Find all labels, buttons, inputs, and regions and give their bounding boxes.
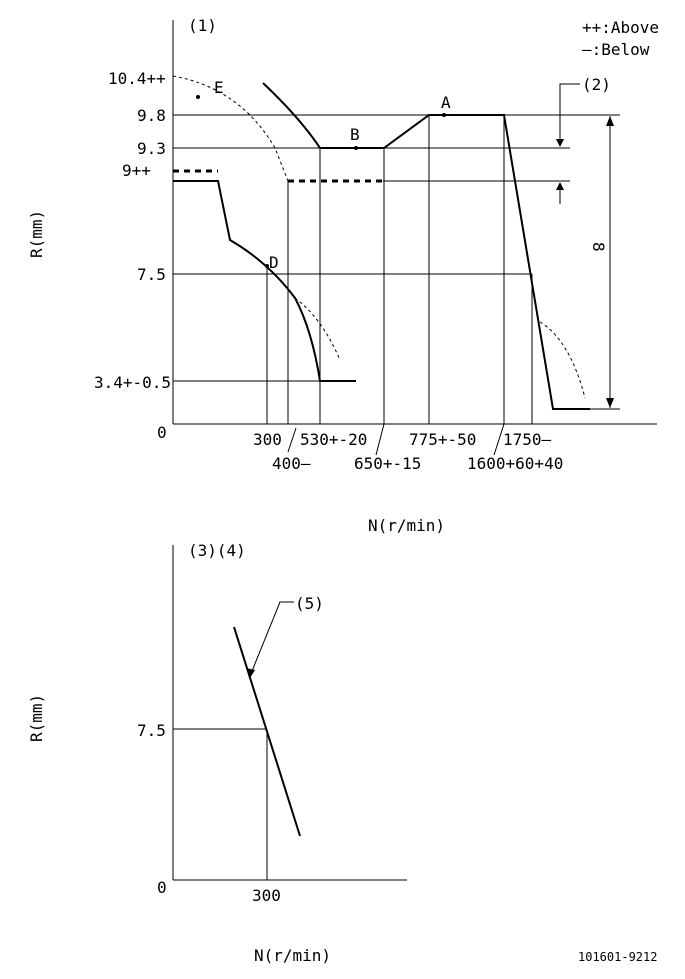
point-a-marker — [442, 113, 446, 117]
x-axis-label: N(r/min) — [368, 516, 445, 535]
y-axis-label: R(mm) — [27, 210, 46, 258]
note-2-leader — [559, 83, 580, 146]
point-d-marker — [265, 264, 269, 268]
note-5-arrow — [246, 668, 255, 678]
curve-5-line — [233, 626, 301, 837]
point-e-marker — [196, 95, 200, 99]
y-tick-10-4: 10.4++ — [108, 69, 166, 88]
origin-label: 0 — [157, 423, 167, 442]
note-5-leader — [249, 601, 294, 677]
curve-main-line — [262, 82, 590, 410]
curve-d-dotted — [294, 297, 341, 361]
y-axis-label-2: R(mm) — [27, 694, 46, 742]
dimension-label: 8 — [589, 242, 608, 252]
dimension-arrow-bottom — [606, 398, 614, 408]
x-tick-300-2: 300 — [252, 886, 281, 905]
bottom-chart: (3)(4) R(mm) N(r/min) 0 7.5 300 (5) — [27, 541, 407, 965]
legend-above: ++:Above — [582, 18, 659, 37]
curve-d-line — [173, 180, 356, 382]
x-axis-label-2: N(r/min) — [254, 946, 331, 965]
curve-right-dotted — [539, 321, 586, 399]
x-tick-775: 775+-50 — [409, 430, 476, 449]
y-tick-9-3: 9.3 — [137, 139, 166, 158]
y-tick-9-8: 9.8 — [137, 106, 166, 125]
x-tick-400: 400— — [272, 454, 311, 473]
x-tick-1600: 1600+60+40 — [467, 454, 563, 473]
y-tick-7-5: 7.5 — [137, 265, 166, 284]
legend-below: —:Below — [582, 40, 650, 59]
y-tick-7-5-2: 7.5 — [137, 721, 166, 740]
note-2-arrow-down — [556, 139, 564, 147]
note-5: (5) — [295, 594, 324, 613]
x-tick-300: 300 — [253, 430, 282, 449]
doc-number: 101601-9212 — [578, 950, 657, 964]
note-2-arrow-up — [556, 182, 564, 190]
note-2: (2) — [582, 75, 611, 94]
leader-530 — [287, 427, 297, 453]
top-chart: (1) ++:Above —:Below R(mm) N(r/min) 0 10… — [27, 16, 659, 535]
y-tick-3-4: 3.4+-0.5 — [94, 373, 171, 392]
leader-650 — [375, 423, 385, 456]
point-b-label: B — [350, 125, 360, 144]
dimension-arrow-top — [606, 116, 614, 126]
chart-tag-1: (1) — [188, 16, 217, 35]
point-d-label: D — [269, 253, 279, 272]
x-tick-530: 530+-20 — [300, 430, 367, 449]
y-tick-9: 9++ — [122, 161, 151, 180]
x-tick-1750: 1750— — [503, 430, 552, 449]
origin-label-2: 0 — [157, 878, 167, 897]
point-b-marker — [354, 146, 358, 150]
point-a-label: A — [441, 93, 451, 112]
chart-tags-3-4: (3)(4) — [188, 541, 246, 560]
x-tick-650: 650+-15 — [354, 454, 421, 473]
point-e-label: E — [214, 78, 224, 97]
leader-1600 — [493, 423, 505, 456]
